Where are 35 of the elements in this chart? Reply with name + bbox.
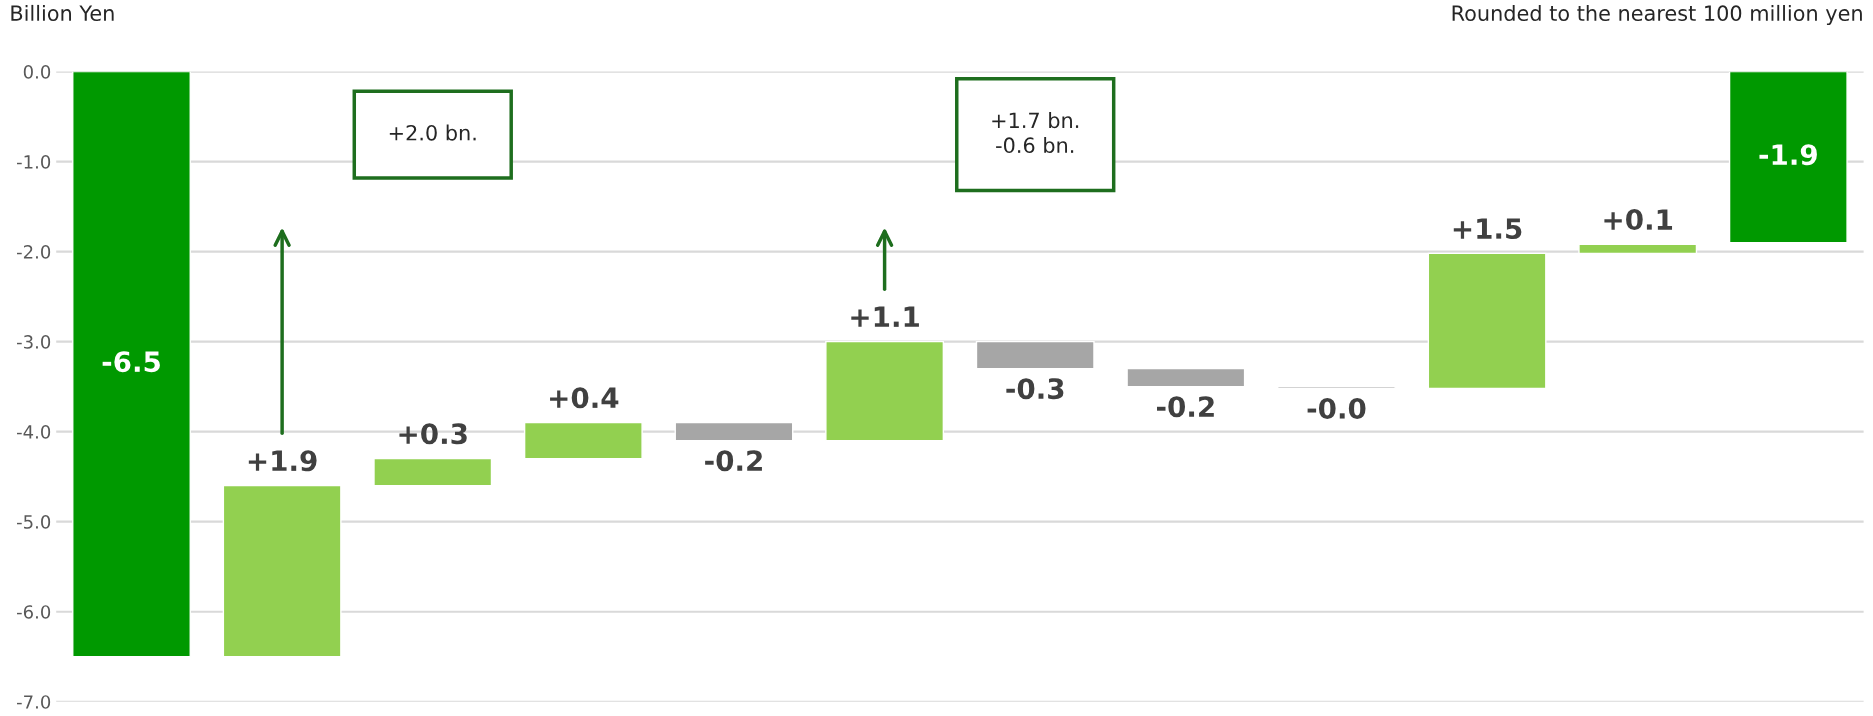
data-label: +0.1 bbox=[1604, 209, 1673, 231]
data-label: -1.9 bbox=[1759, 144, 1817, 166]
annotation: +1.7 bn. -0.6 bn. bbox=[992, 112, 1079, 154]
bar bbox=[523, 421, 643, 460]
text: Rounded to the nearest 100 million yen bbox=[1452, 4, 1862, 26]
y-axis-title: Billion Yen bbox=[11, 4, 114, 22]
bar bbox=[674, 421, 794, 442]
bar bbox=[825, 340, 945, 442]
y-tick-label: -4.0 bbox=[16, 425, 51, 439]
bar bbox=[373, 457, 493, 487]
bar bbox=[1427, 252, 1547, 390]
y-tick-label: -3.0 bbox=[16, 335, 51, 349]
bar bbox=[72, 71, 191, 658]
data-label: -0.3 bbox=[1006, 378, 1064, 400]
y-tick-label: -7.0 bbox=[16, 695, 51, 709]
bar bbox=[975, 340, 1095, 370]
data-label: -0.2 bbox=[705, 450, 762, 472]
bar bbox=[222, 484, 342, 658]
data-label: -0.2 bbox=[1156, 396, 1214, 418]
annotation: +2.0 bn. bbox=[389, 124, 476, 141]
y-tick-label: -2.0 bbox=[16, 245, 51, 259]
y-tick-label: -6.0 bbox=[16, 605, 51, 619]
data-label: +0.3 bbox=[399, 423, 467, 445]
data-label: +0.4 bbox=[550, 387, 619, 409]
data-label: -0.0 bbox=[1307, 397, 1366, 419]
bar bbox=[1578, 243, 1698, 255]
data-label: -6.5 bbox=[102, 351, 160, 373]
bar bbox=[1126, 367, 1246, 388]
data-label: +1.1 bbox=[851, 306, 919, 327]
data-label: +1.5 bbox=[1453, 218, 1522, 240]
y-tick-label: 0.0 bbox=[23, 65, 51, 79]
y-tick-label: -1.0 bbox=[16, 155, 51, 169]
y-tick-label: -5.0 bbox=[16, 515, 51, 529]
bar bbox=[1728, 71, 1848, 244]
data-label: +1.9 bbox=[248, 450, 317, 472]
